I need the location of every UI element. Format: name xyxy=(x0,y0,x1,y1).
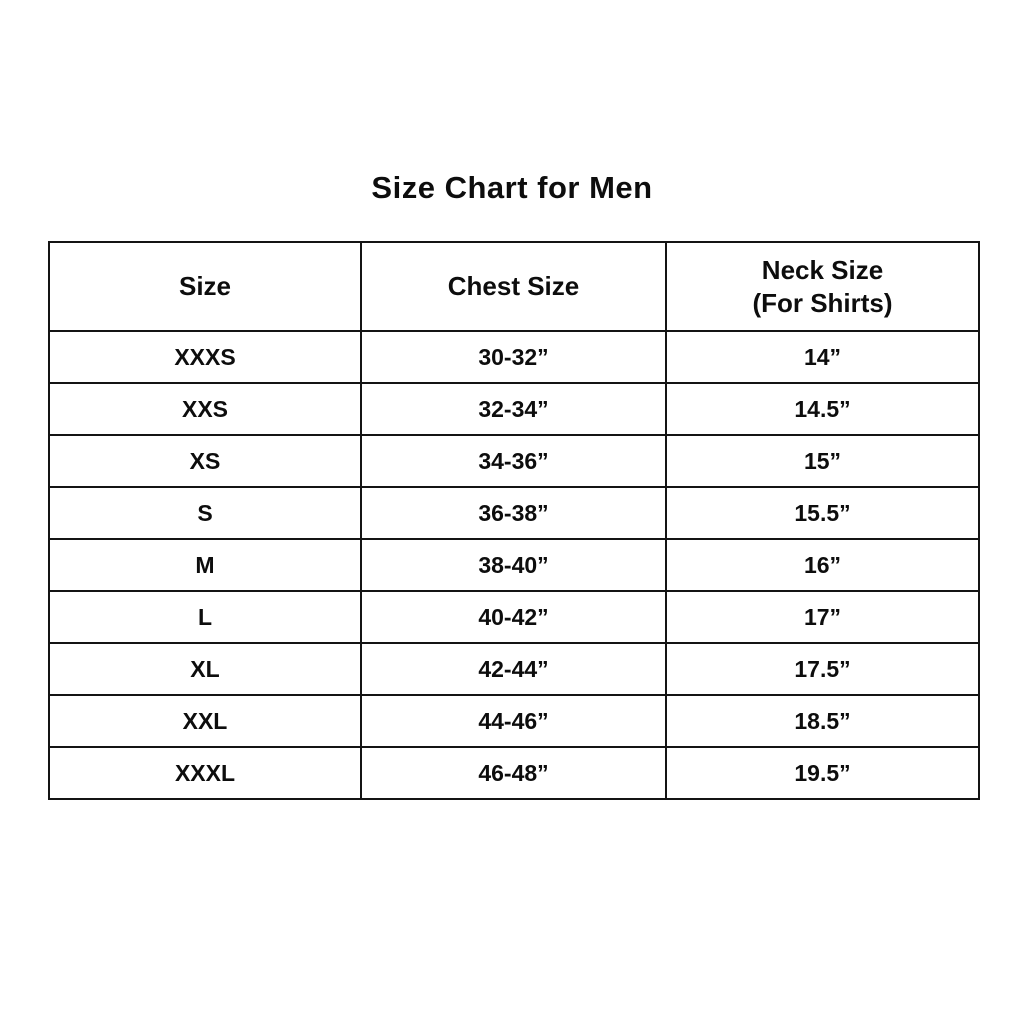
size-cell: XL xyxy=(48,642,362,696)
chest-size-cell: 44-46” xyxy=(360,694,667,748)
size-cell: M xyxy=(48,538,362,592)
table-row: XS 34-36” 15” xyxy=(48,434,980,488)
table-row: XL 42-44” 17.5” xyxy=(48,642,980,696)
table-row: XXL 44-46” 18.5” xyxy=(48,694,980,748)
header-neck-size-label: Neck Size xyxy=(761,255,884,285)
size-cell: XXS xyxy=(48,382,362,436)
neck-size-cell: 19.5” xyxy=(665,746,980,800)
chest-size-cell: 32-34” xyxy=(360,382,667,436)
neck-size-cell: 18.5” xyxy=(665,694,980,748)
neck-size-cell: 17” xyxy=(665,590,980,644)
neck-size-cell: 16” xyxy=(665,538,980,592)
header-chest-size-label: Chest Size xyxy=(447,271,580,302)
table-row: XXXS 30-32” 14” xyxy=(48,330,980,384)
neck-size-cell: 17.5” xyxy=(665,642,980,696)
size-cell: XXL xyxy=(48,694,362,748)
size-cell: XS xyxy=(48,434,362,488)
header-neck-size-sublabel: (For Shirts) xyxy=(752,287,893,318)
table-row: XXS 32-34” 14.5” xyxy=(48,382,980,436)
size-cell: S xyxy=(48,486,362,540)
chest-size-cell: 46-48” xyxy=(360,746,667,800)
neck-size-cell: 14.5” xyxy=(665,382,980,436)
header-cell-chest-size: Chest Size xyxy=(360,241,667,332)
size-cell: XXXS xyxy=(48,330,362,384)
table-row: L 40-42” 17” xyxy=(48,590,980,644)
table-row: S 36-38” 15.5” xyxy=(48,486,980,540)
table-row: XXXL 46-48” 19.5” xyxy=(48,746,980,800)
chest-size-cell: 42-44” xyxy=(360,642,667,696)
chest-size-cell: 34-36” xyxy=(360,434,667,488)
chest-size-cell: 40-42” xyxy=(360,590,667,644)
page-title: Size Chart for Men xyxy=(371,170,653,205)
header-cell-size: Size xyxy=(48,241,362,332)
chest-size-cell: 36-38” xyxy=(360,486,667,540)
header-size-label: Size xyxy=(178,271,232,302)
neck-size-cell: 15.5” xyxy=(665,486,980,540)
chest-size-cell: 30-32” xyxy=(360,330,667,384)
header-cell-neck-size: Neck Size (For Shirts) xyxy=(665,241,980,332)
size-chart-table: Size Chest Size Neck Size (For Shirts) X… xyxy=(48,241,980,800)
table-header-row: Size Chest Size Neck Size (For Shirts) xyxy=(48,241,980,332)
chest-size-cell: 38-40” xyxy=(360,538,667,592)
table-row: M 38-40” 16” xyxy=(48,538,980,592)
neck-size-cell: 15” xyxy=(665,434,980,488)
size-cell: XXXL xyxy=(48,746,362,800)
size-cell: L xyxy=(48,590,362,644)
neck-size-cell: 14” xyxy=(665,330,980,384)
